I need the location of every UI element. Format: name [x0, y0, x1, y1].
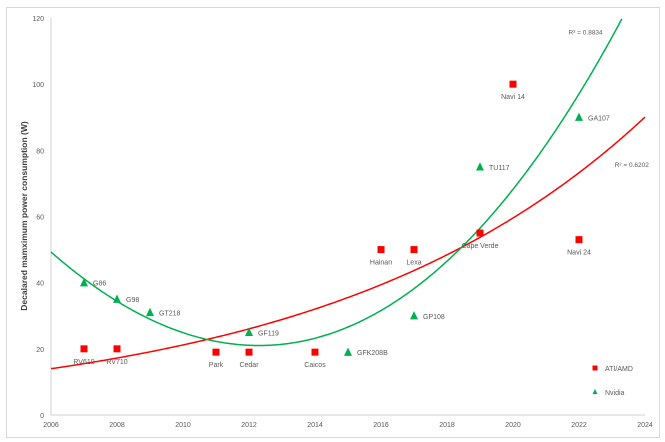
y-tick-label: 100 — [32, 82, 44, 89]
point-label: Lexa — [406, 260, 421, 267]
square-marker — [212, 348, 220, 356]
x-tick-label: 2016 — [373, 422, 389, 429]
y-axis-label: Decalared mamximum power consumption (W) — [19, 121, 29, 311]
y-tick-label: 0 — [40, 413, 44, 420]
square-marker — [410, 246, 418, 254]
point-label: Cedar — [239, 362, 259, 369]
point-label: RV610 — [73, 359, 94, 366]
point-label: GP108 — [423, 314, 445, 321]
point-label: Cape Verde — [462, 243, 499, 250]
x-tick-label: 2008 — [109, 422, 125, 429]
y-tick-label: 40 — [36, 281, 44, 288]
point-label: Navi 14 — [501, 94, 525, 101]
point-label: GA107 — [588, 115, 610, 122]
x-tick-label: 2018 — [439, 422, 455, 429]
triangle-marker — [80, 277, 88, 287]
point-label: TU117 — [489, 165, 510, 172]
y-tick-label: 20 — [36, 347, 44, 354]
triangle-marker — [575, 112, 583, 121]
triangle-marker — [476, 162, 484, 171]
triangle-marker — [245, 327, 253, 336]
point-label: Caicos — [304, 362, 326, 369]
triangle-marker — [146, 307, 154, 317]
x-tick-label: 2022 — [571, 422, 587, 429]
point-label: GF119 — [258, 330, 279, 337]
x-tick-label: 2020 — [505, 422, 521, 429]
square-marker — [377, 246, 385, 254]
legend: ATI/AMD Nvidia — [592, 365, 633, 397]
data-points: RV610 RV710 Park Cedar Caicos Hainan Lexa Cape … — [73, 80, 610, 369]
trendline-exponential — [50, 116, 646, 370]
x-tick-label: 2024 — [637, 422, 653, 429]
y-tick-label: 60 — [36, 215, 44, 222]
trendlines: R² = 0.6202 R² = 0.8834 — [50, 18, 650, 370]
point-label: Park — [209, 362, 224, 369]
point-label: G98 — [126, 297, 139, 304]
triangle-marker — [344, 347, 352, 356]
x-tick-label: 2006 — [43, 422, 59, 429]
x-tick-label: 2010 — [175, 422, 191, 429]
square-marker — [311, 348, 319, 356]
x-tick-label: 2014 — [307, 422, 323, 429]
point-label: Navi 24 — [567, 250, 591, 257]
r-squared-label: R² = 0.6202 — [615, 162, 650, 169]
point-label: Hainan — [370, 260, 392, 267]
square-marker — [80, 345, 88, 353]
point-label: G86 — [93, 281, 106, 288]
square-marker — [509, 80, 517, 88]
square-marker — [476, 229, 484, 237]
legend-label: ATI/AMD — [605, 366, 633, 373]
y-tick-label: 80 — [36, 148, 44, 155]
square-marker — [113, 345, 121, 353]
triangle-marker — [592, 388, 598, 395]
point-label: RV710 — [106, 359, 127, 366]
point-label: GT218 — [159, 310, 181, 317]
square-marker — [575, 236, 583, 244]
chart-frame — [6, 7, 660, 438]
x-tick-label: 2012 — [241, 422, 257, 429]
square-marker — [245, 348, 253, 356]
y-tick-label: 120 — [32, 16, 44, 23]
r-squared-label: R² = 0.8834 — [569, 30, 604, 37]
triangle-marker — [410, 311, 418, 320]
trendline-polynomial — [50, 18, 623, 347]
triangle-marker — [113, 294, 121, 303]
axes: 2006 2008 2010 2012 2014 2016 2018 2020 2022 2024… — [32, 16, 653, 429]
point-label: GFK208B — [357, 350, 388, 357]
legend-label: Nvidia — [605, 390, 625, 397]
square-marker — [592, 365, 598, 371]
